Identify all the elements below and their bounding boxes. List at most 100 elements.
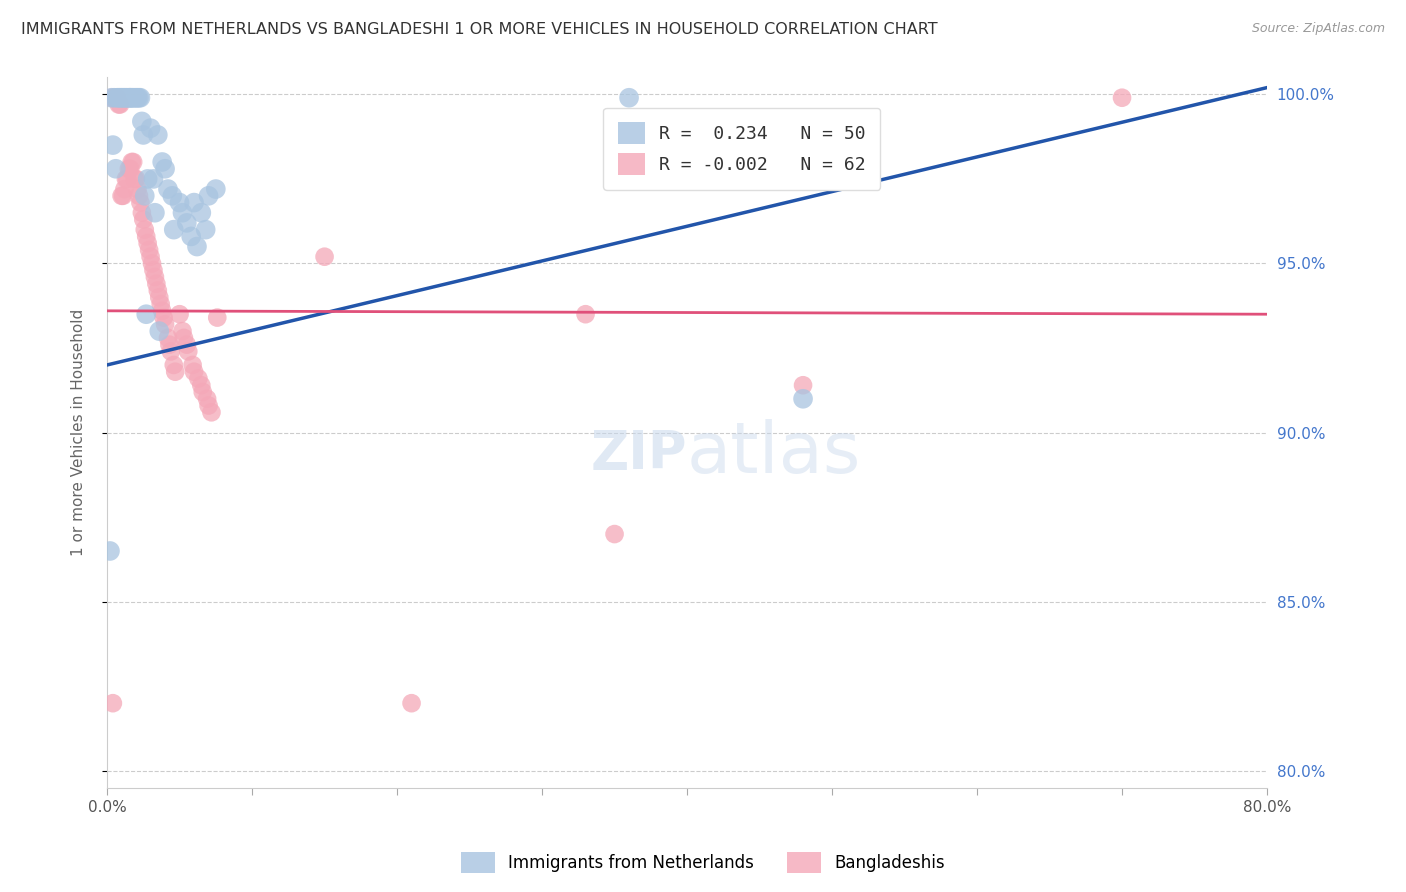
Point bbox=[127, 182, 149, 196]
Point bbox=[204, 182, 226, 196]
Point bbox=[111, 189, 134, 203]
Point bbox=[792, 392, 814, 406]
Point bbox=[401, 696, 423, 710]
Text: IMMIGRANTS FROM NETHERLANDS VS BANGLADESHI 1 OR MORE VEHICLES IN HOUSEHOLD CORRE: IMMIGRANTS FROM NETHERLANDS VS BANGLADES… bbox=[21, 22, 938, 37]
Point bbox=[160, 344, 183, 359]
Point bbox=[143, 270, 166, 285]
Point bbox=[134, 189, 156, 203]
Point bbox=[104, 161, 127, 176]
Point bbox=[197, 189, 219, 203]
Point bbox=[100, 91, 122, 105]
Point bbox=[146, 128, 169, 142]
Point bbox=[1111, 91, 1133, 105]
Point bbox=[197, 399, 219, 413]
Point bbox=[120, 91, 142, 105]
Point bbox=[173, 331, 195, 345]
Point bbox=[134, 222, 156, 236]
Point bbox=[100, 91, 122, 105]
Point bbox=[152, 310, 174, 325]
Point bbox=[98, 544, 121, 558]
Point bbox=[153, 318, 176, 332]
Point bbox=[169, 307, 191, 321]
Point bbox=[136, 172, 159, 186]
Point bbox=[117, 172, 139, 186]
Point bbox=[118, 91, 141, 105]
Point bbox=[110, 91, 132, 105]
Point bbox=[138, 243, 160, 257]
Point bbox=[157, 337, 180, 351]
Point bbox=[207, 310, 229, 325]
Point bbox=[101, 138, 124, 153]
Point bbox=[176, 337, 198, 351]
Point bbox=[107, 97, 129, 112]
Point bbox=[136, 236, 159, 251]
Point bbox=[153, 161, 176, 176]
Point bbox=[103, 91, 125, 105]
Point bbox=[132, 212, 155, 227]
Point bbox=[125, 91, 148, 105]
Point bbox=[617, 91, 640, 105]
Point bbox=[131, 114, 153, 128]
Point bbox=[120, 161, 142, 176]
Point bbox=[114, 182, 136, 196]
Point bbox=[148, 324, 170, 338]
Point bbox=[110, 189, 132, 203]
Point bbox=[149, 297, 172, 311]
Point bbox=[169, 195, 191, 210]
Point bbox=[163, 358, 186, 372]
Text: Source: ZipAtlas.com: Source: ZipAtlas.com bbox=[1251, 22, 1385, 36]
Point bbox=[141, 256, 163, 270]
Y-axis label: 1 or more Vehicles in Household: 1 or more Vehicles in Household bbox=[72, 309, 86, 557]
Point bbox=[118, 161, 141, 176]
Point bbox=[177, 344, 200, 359]
Point bbox=[314, 250, 336, 264]
Point bbox=[190, 378, 212, 392]
Point bbox=[122, 91, 145, 105]
Point bbox=[129, 195, 152, 210]
Point bbox=[146, 284, 169, 298]
Point bbox=[129, 91, 152, 105]
Point bbox=[143, 205, 166, 219]
Point bbox=[194, 222, 217, 236]
Point bbox=[165, 365, 187, 379]
Point bbox=[105, 91, 128, 105]
Point bbox=[156, 331, 179, 345]
Point bbox=[108, 91, 131, 105]
Point bbox=[105, 91, 128, 105]
Point bbox=[183, 195, 205, 210]
Point bbox=[183, 365, 205, 379]
Point bbox=[181, 358, 204, 372]
Point bbox=[114, 91, 136, 105]
Point bbox=[186, 239, 208, 253]
Point bbox=[111, 91, 134, 105]
Point bbox=[156, 182, 179, 196]
Point bbox=[792, 378, 814, 392]
Point bbox=[200, 405, 222, 419]
Point bbox=[124, 172, 146, 186]
Point bbox=[190, 205, 212, 219]
Point bbox=[139, 121, 162, 136]
Point bbox=[142, 172, 165, 186]
Point bbox=[115, 91, 138, 105]
Point bbox=[117, 91, 139, 105]
Point bbox=[187, 371, 209, 385]
Point bbox=[176, 216, 198, 230]
Point bbox=[603, 527, 626, 541]
Point bbox=[574, 307, 596, 321]
Point bbox=[127, 91, 149, 105]
Point bbox=[125, 172, 148, 186]
Point bbox=[148, 290, 170, 304]
Point bbox=[145, 277, 167, 291]
Text: ZIP: ZIP bbox=[591, 428, 688, 480]
Point bbox=[108, 97, 131, 112]
Point bbox=[135, 307, 157, 321]
Legend: Immigrants from Netherlands, Bangladeshis: Immigrants from Netherlands, Bangladeshi… bbox=[454, 846, 952, 880]
Point bbox=[150, 155, 173, 169]
Point bbox=[115, 172, 138, 186]
Point bbox=[142, 263, 165, 277]
Point bbox=[122, 155, 145, 169]
Point bbox=[172, 205, 194, 219]
Point bbox=[101, 696, 124, 710]
Point bbox=[195, 392, 218, 406]
Legend: R =  0.234   N = 50, R = -0.002   N = 62: R = 0.234 N = 50, R = -0.002 N = 62 bbox=[603, 108, 880, 190]
